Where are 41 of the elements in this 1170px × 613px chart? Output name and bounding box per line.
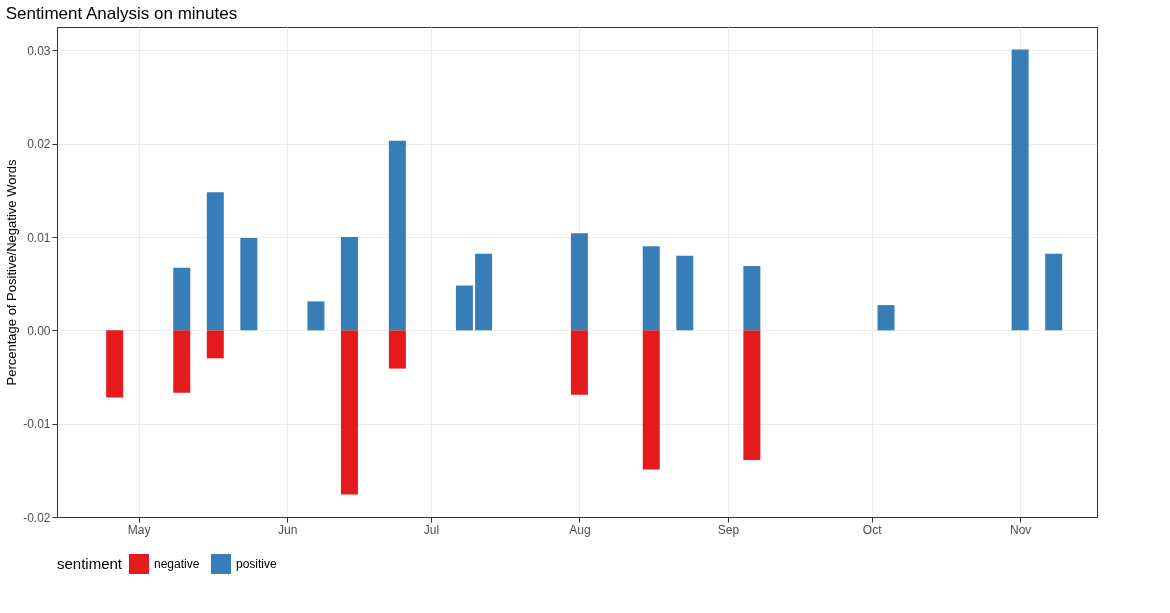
bar: [206, 330, 224, 359]
bar: [642, 330, 660, 470]
bar: [340, 237, 358, 331]
bar: [173, 330, 191, 393]
y-tick-label: 0.00: [27, 323, 51, 338]
x-tick-label: Oct: [862, 522, 883, 537]
bar: [240, 237, 258, 331]
bar: [676, 255, 694, 331]
y-tick-label: 0.02: [27, 137, 51, 152]
bar: [388, 330, 406, 369]
chart-title: Sentiment Analysis on minutes: [5, 4, 238, 23]
bar: [1045, 253, 1063, 331]
x-tick-label: Nov: [1009, 522, 1032, 537]
bar: [743, 330, 761, 461]
x-tick-label: Aug: [569, 522, 591, 537]
y-tick-label: 0.03: [27, 43, 51, 58]
y-axis-title: Percentage of Positive/Negative Words: [4, 159, 20, 386]
x-tick-label: Jun: [277, 522, 298, 537]
bar: [388, 140, 406, 331]
bar: [743, 265, 761, 331]
bar: [475, 253, 493, 331]
y-tick-label: -0.02: [23, 510, 51, 525]
x-tick-label: May: [127, 522, 151, 537]
bar: [340, 330, 358, 495]
bar: [570, 233, 588, 331]
legend-label: negative: [154, 557, 200, 571]
x-tick-label: Sep: [717, 522, 740, 537]
bar: [106, 330, 124, 398]
bar: [570, 330, 588, 395]
legend-label: positive: [236, 557, 278, 571]
legend-title: sentiment: [57, 555, 123, 572]
bar: [877, 305, 895, 331]
bar: [307, 301, 325, 331]
y-tick-label: -0.01: [23, 417, 51, 432]
bar: [455, 285, 473, 331]
bar: [173, 267, 191, 331]
y-tick-label: 0.01: [27, 230, 51, 245]
bar: [642, 246, 660, 331]
x-tick-label: Jul: [423, 522, 440, 537]
bar: [1011, 49, 1029, 331]
bar: [206, 192, 224, 331]
